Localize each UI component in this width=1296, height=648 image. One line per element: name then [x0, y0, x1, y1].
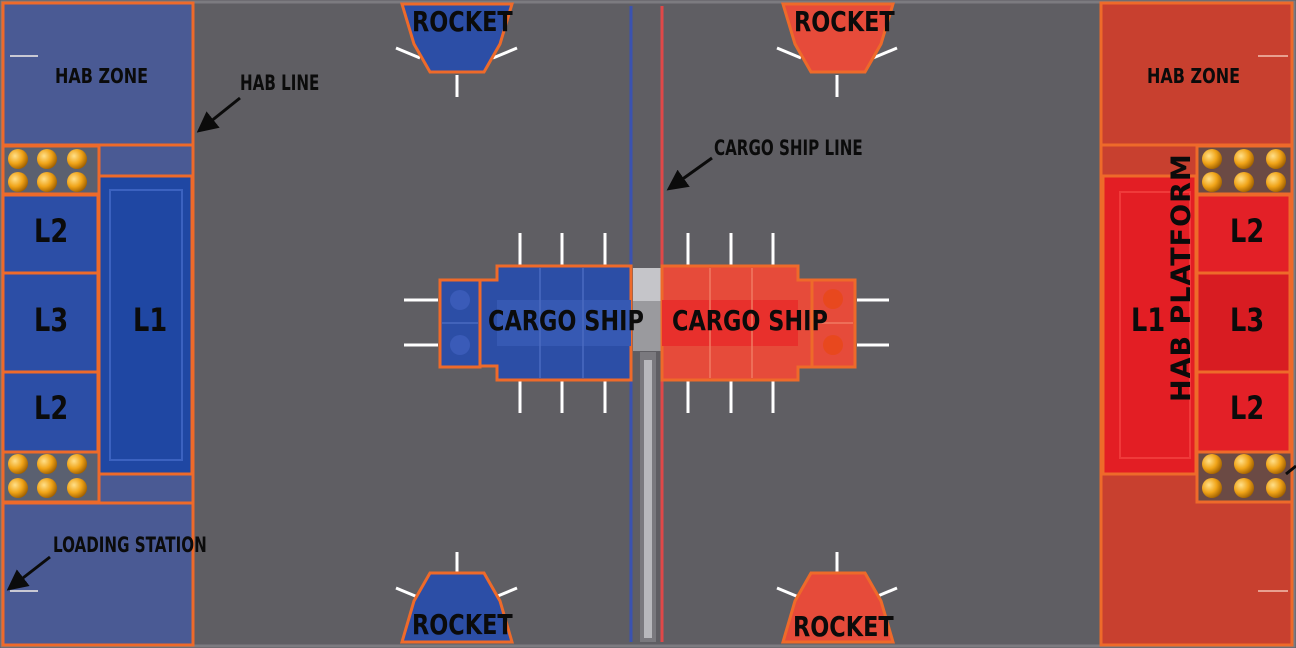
- cargo-ship-line-label: CARGO SHIP LINE: [714, 136, 863, 160]
- blue-cargo-balls: [8, 149, 87, 498]
- rocket-top-left-label: ROCKET: [412, 5, 513, 38]
- rocket-bottom-left: [395, 552, 518, 644]
- right-loading-arrow: [1285, 464, 1296, 476]
- left-l3-label: L3: [34, 301, 69, 339]
- left-l2-top-label: L2: [34, 212, 69, 250]
- hab-zone-right-label: HAB ZONE: [1147, 64, 1241, 88]
- right-l2-top-label: L2: [1230, 212, 1265, 250]
- red-cargo-ship: [660, 233, 889, 413]
- hab-platform-label: HAB PLATFORM: [1166, 153, 1197, 402]
- right-l3-label: L3: [1230, 301, 1265, 339]
- rocket-top-right: [776, 2, 898, 97]
- blue-cargo-ship: [404, 233, 633, 413]
- cargo-ship-red-label: CARGO SHIP: [672, 304, 828, 337]
- red-cargo-balls: [1202, 149, 1286, 498]
- hab-line-arrow: [196, 96, 241, 133]
- right-l2-bottom-label: L2: [1230, 389, 1265, 427]
- hab-zone-left-label: HAB ZONE: [55, 64, 149, 88]
- rocket-bottom-right: [776, 552, 898, 644]
- rocket-bottom-right-label: ROCKET: [793, 610, 894, 643]
- red-alliance-zone: [1099, 1, 1294, 647]
- loading-station-arrow: [6, 555, 51, 591]
- rocket-bottom-left-label: ROCKET: [412, 608, 513, 641]
- left-l1-label: L1: [133, 301, 168, 339]
- left-l2-bottom-label: L2: [34, 389, 69, 427]
- cargo-ship-blue-label: CARGO SHIP: [488, 304, 644, 337]
- right-l1-label: L1: [1131, 301, 1166, 339]
- rocket-top-right-label: ROCKET: [794, 5, 895, 38]
- rocket-top-left: [395, 2, 518, 97]
- loading-station-label: LOADING STATION: [53, 533, 207, 557]
- hab-line-label: HAB LINE: [240, 71, 320, 95]
- cargo-ship-line-arrow: [666, 156, 713, 191]
